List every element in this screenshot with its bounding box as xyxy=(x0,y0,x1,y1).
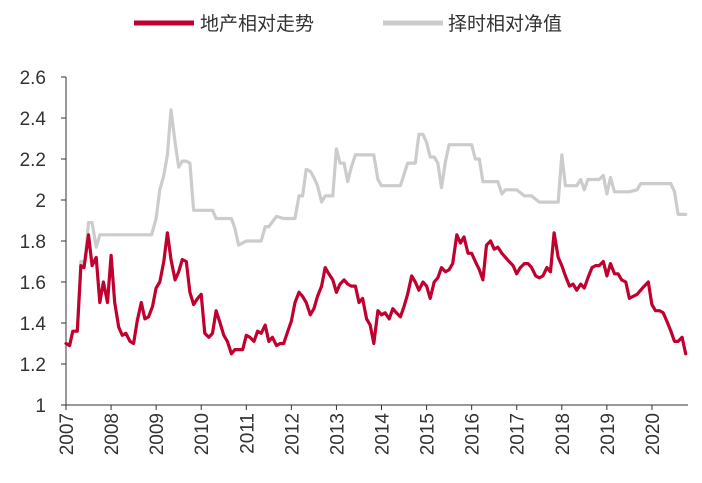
legend-item-property-relative-trend[interactable]: 地产相对走势 xyxy=(134,13,314,35)
y-tick-label: 1.2 xyxy=(20,355,46,376)
x-tick-label: 2015 xyxy=(418,413,439,455)
legend: 地产相对走势 择时相对净值 xyxy=(134,13,562,35)
x-tick-label: 2016 xyxy=(463,413,484,455)
x-axis: 2007 2008 2009 2010 2011 2012 2013 2014 2015 2016… xyxy=(57,404,688,456)
series-line-property-relative-trend xyxy=(64,231,688,356)
y-tick-label: 2.2 xyxy=(20,150,46,171)
x-tick-label: 2010 xyxy=(192,413,213,455)
legend-label-property-relative-trend: 地产相对走势 xyxy=(200,13,314,35)
x-tick-label: 2011 xyxy=(237,413,258,454)
x-tick-label: 2008 xyxy=(102,413,123,455)
x-tick-label: 2014 xyxy=(373,413,394,456)
x-tick-label: 2012 xyxy=(282,413,303,455)
y-axis: 1 1.2 1.4 1.6 1.8 2 2.2 2.4 2.6 xyxy=(20,68,67,417)
y-tick-label: 1.8 xyxy=(20,232,46,253)
x-tick-label: 2018 xyxy=(553,413,574,455)
y-tick-label: 1.4 xyxy=(20,314,47,335)
x-tick-label: 2017 xyxy=(508,413,529,455)
y-tick-label: 1.6 xyxy=(20,273,46,294)
y-tick-label: 2 xyxy=(35,191,46,212)
y-tick-label: 1 xyxy=(35,396,46,417)
legend-item-timing-relative-nav[interactable]: 择时相对净值 xyxy=(383,13,562,35)
legend-label-timing-relative-nav: 择时相对净值 xyxy=(448,13,562,35)
y-tick-label: 2.6 xyxy=(20,68,46,89)
x-tick-label: 2009 xyxy=(147,413,168,455)
x-tick-label: 2020 xyxy=(643,413,664,455)
y-tick-label: 2.4 xyxy=(20,109,47,130)
plot-area xyxy=(64,108,688,356)
x-tick-label: 2013 xyxy=(327,413,348,455)
x-tick-label: 2007 xyxy=(57,413,78,455)
x-tick-label: 2019 xyxy=(598,413,619,455)
series-line-timing-relative-nav xyxy=(64,108,688,348)
